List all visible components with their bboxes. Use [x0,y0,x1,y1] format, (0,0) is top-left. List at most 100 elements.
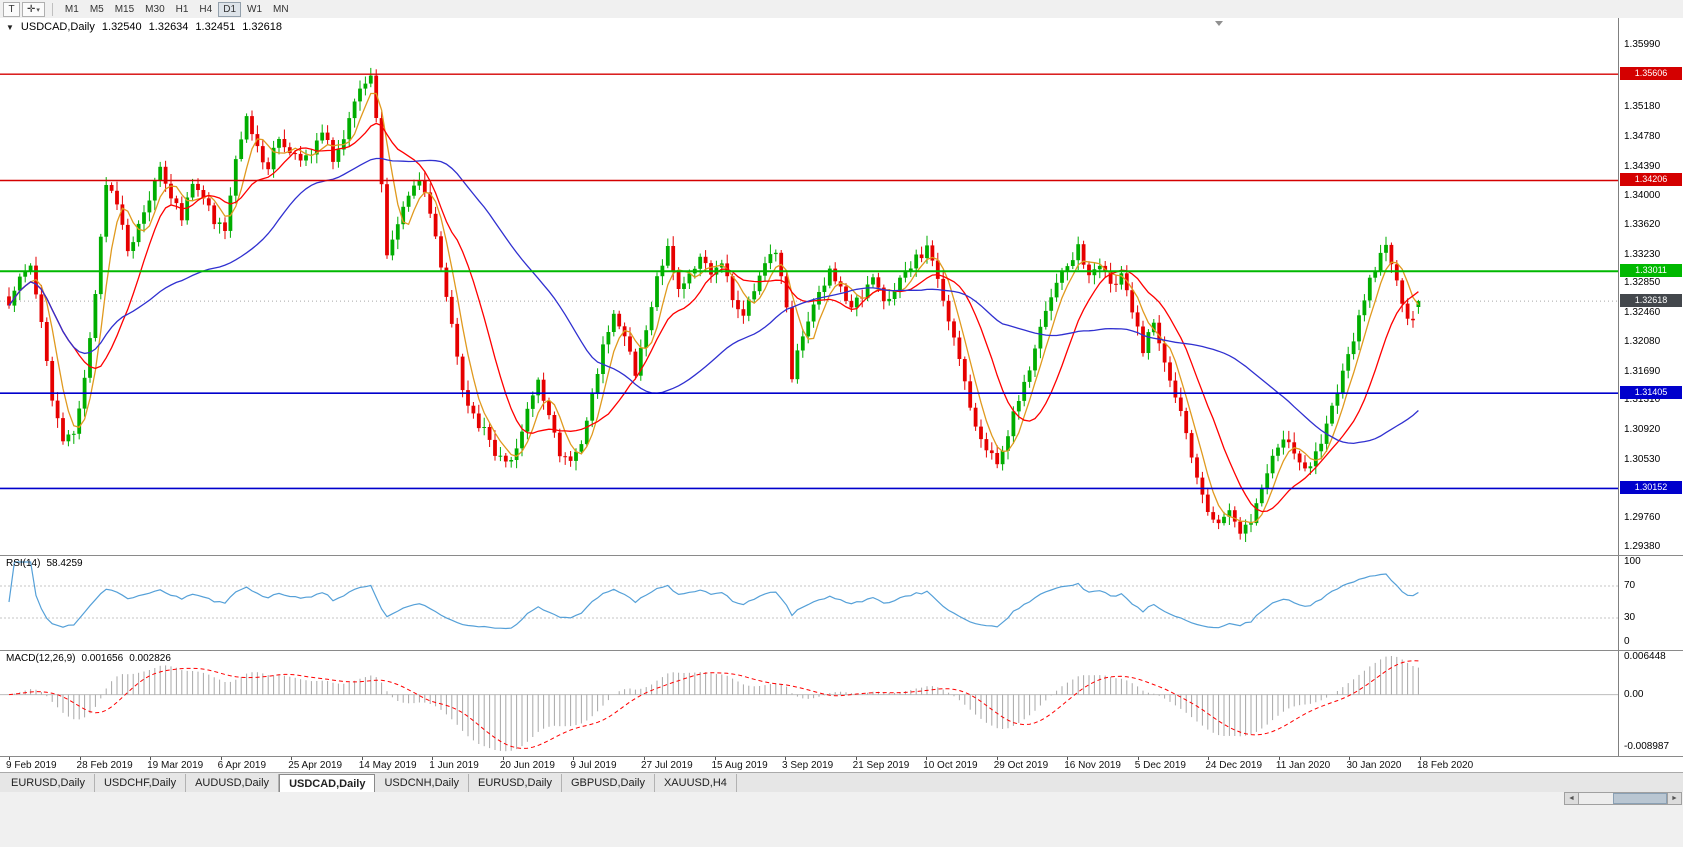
date-tick [785,757,787,760]
date-label: 9 Feb 2019 [6,760,57,771]
timeframe-button-m1[interactable]: M1 [60,2,84,17]
ohlc-open-value: 1.32540 [101,21,142,33]
scroll-left-button[interactable]: ◄ [1564,792,1579,805]
date-label: 25 Apr 2019 [288,760,343,771]
price-axis-label: 1.34780 [1624,130,1661,142]
chart-tab-usdcnh-daily[interactable]: USDCNH,Daily [375,774,470,792]
date-tick [291,757,293,760]
ohlc-low-value: 1.32451 [195,21,236,33]
chart-tab-eurusd-daily[interactable]: EURUSD,Daily [469,774,562,792]
macd-axis[interactable]: 0.006448 0.00 -0.008987 [1618,651,1683,756]
rsi-axis-label: 30 [1624,612,1636,623]
chart-tabs-bar: EURUSD,Daily USDCHF,Daily AUDUSD,Daily USDC… [0,772,1683,792]
price-line-badge: 1.35606 [1620,67,1682,81]
chart-shift-marker [1215,21,1223,26]
rsi-line [8,561,1419,630]
date-label: 27 Jul 2019 [640,760,693,771]
date-tick [79,757,81,760]
date-label: 10 Oct 2019 [923,760,978,771]
chart-tab-usdchf-daily[interactable]: USDCHF,Daily [95,774,187,792]
macd-header: MACD(12,26,9) 0.001656 0.002826 [6,653,171,664]
chart-tab-gbpusd-daily[interactable]: GBPUSD,Daily [562,774,655,792]
chevron-down-icon: ▾ [36,6,40,14]
crosshair-icon: ✛ [27,3,36,15]
ohlc-high-value: 1.32634 [148,21,189,33]
date-label: 24 Dec 2019 [1205,760,1263,771]
date-tick [1278,757,1280,760]
date-label: 19 Mar 2019 [147,760,204,771]
rsi-header: RSI(14) 58.4259 [6,558,83,569]
date-tick [573,757,575,760]
date-label: 1 Jun 2019 [429,760,479,771]
chart-tab-xauusd-h4[interactable]: XAUUSD,H4 [655,774,737,792]
rsi-axis[interactable]: 100 70 30 0 [1618,556,1683,650]
timeframe-button-d1[interactable]: D1 [218,1,242,17]
chart-ohlc-header: ▼ USDCAD,Daily 1.32540 1.32634 1.32451 1… [6,21,282,33]
date-label: 20 Jun 2019 [499,760,555,771]
date-tick [1137,757,1139,760]
chart-tab-audusd-daily[interactable]: AUDUSD,Daily [186,774,280,792]
macd-axis-label: -0.008987 [1624,741,1670,752]
macd-axis-label: 0.00 [1624,688,1644,700]
date-tick [361,757,363,760]
macd-signal-value: 0.002826 [129,653,171,664]
chart-tab-usdcad-daily[interactable]: USDCAD,Daily [279,774,376,792]
collapse-triangle-icon[interactable]: ▼ [6,22,14,32]
date-label: 16 Nov 2019 [1064,760,1121,771]
timeframe-button-h1[interactable]: H1 [171,2,194,17]
date-tick [643,757,645,760]
rsi-plot[interactable] [0,556,1618,650]
top-toolbar: T ✛▾ M1 M5 M15 M30 H1 H4 D1 W1 MN [0,0,1683,18]
macd-main-value: 0.001656 [81,653,124,664]
price-axis-label: 1.32850 [1624,277,1661,289]
chart-tabs: EURUSD,Daily USDCHF,Daily AUDUSD,Daily USDC… [2,773,737,792]
scrollbar-thumb[interactable] [1613,793,1667,804]
date-tick [1349,757,1351,760]
price-axis-label: 1.29380 [1624,541,1661,552]
chart-tab-eurusd-daily[interactable]: EURUSD,Daily [2,774,95,792]
timeframe-button-mn[interactable]: MN [268,2,294,17]
ohlc-close-value: 1.32618 [242,21,282,33]
timeframe-button-m5[interactable]: M5 [85,2,109,17]
price-axis-label: 1.33620 [1624,218,1661,230]
price-line-badge: 1.31405 [1620,386,1682,400]
date-tick [926,757,928,760]
scrollbar-track[interactable] [1579,792,1667,805]
time-axis[interactable]: 9 Feb 2019 28 Feb 2019 19 Mar 2019 6 Apr 20… [0,756,1683,772]
date-label: 9 Jul 2019 [570,760,617,771]
timeframe-button-m15[interactable]: M15 [110,2,139,17]
date-label: 29 Oct 2019 [993,760,1049,771]
horizontal-scrollbar[interactable]: ◄ ► [1564,792,1682,805]
price-axis-label: 1.30920 [1624,424,1661,436]
price-axis-label: 1.35180 [1624,100,1661,112]
date-label: 6 Apr 2019 [217,760,267,771]
rsi-value-label: 58.4259 [46,558,83,569]
date-tick [714,757,716,760]
moving-average-5 [8,92,1419,524]
price-axis-label: 1.33230 [1624,248,1661,260]
date-label: 28 Feb 2019 [76,760,133,771]
main-chart-panel: 1.359901.356001.351801.347801.343901.340… [0,18,1683,555]
price-axis[interactable]: 1.359901.356001.351801.347801.343901.340… [1618,18,1683,555]
macd-signal-line [8,660,1419,750]
rsi-axis-label: 100 [1624,556,1641,567]
rsi-axis-label: 0 [1624,636,1630,647]
bid-price-badge: 1.32618 [1620,294,1682,308]
timeframe-button-group: M1 M5 M15 M30 H1 H4 D1 W1 MN [60,1,294,17]
timeframe-button-h4[interactable]: H4 [194,2,217,17]
cursor-tool-button[interactable]: ✛▾ [22,1,45,17]
price-axis-label: 1.30530 [1624,453,1661,465]
timeframe-button-m30[interactable]: M30 [140,2,169,17]
price-chart-plot[interactable] [0,18,1618,555]
moving-average-40 [8,157,1419,445]
scroll-right-button[interactable]: ► [1667,792,1682,805]
macd-plot[interactable] [0,651,1618,756]
macd-axis-label: 0.006448 [1624,651,1666,662]
date-tick [855,757,857,760]
timeframe-button-w1[interactable]: W1 [242,2,267,17]
price-axis-label: 1.29760 [1624,512,1661,524]
rsi-name-label: RSI(14) [6,558,41,569]
date-label: 21 Sep 2019 [852,760,910,771]
date-label: 5 Dec 2019 [1134,760,1186,771]
text-tool-button[interactable]: T [3,1,20,17]
